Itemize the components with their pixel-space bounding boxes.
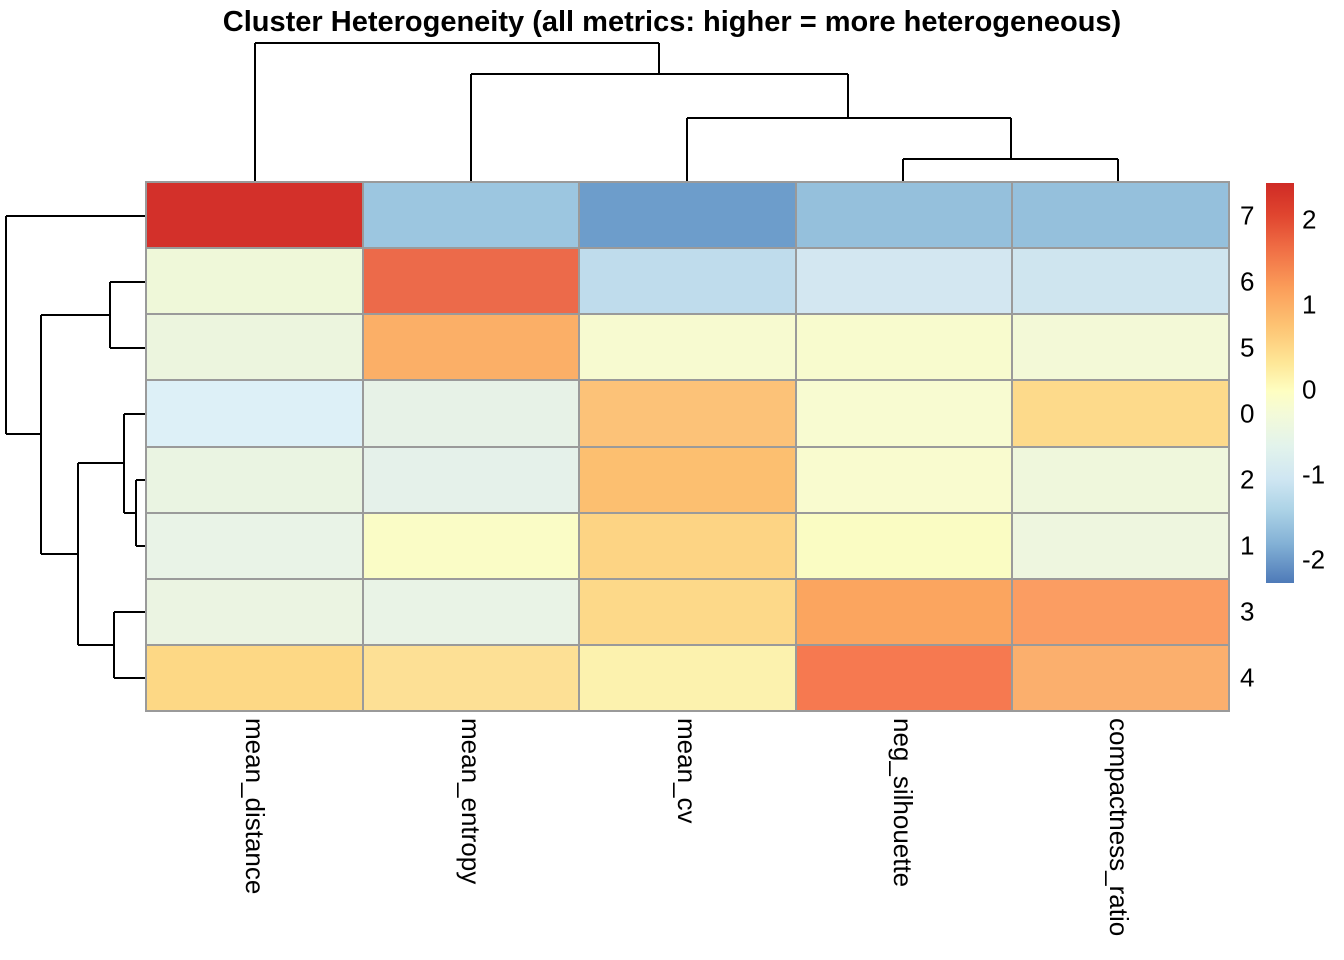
- row-label-2: 2: [1240, 464, 1255, 495]
- heatmap-cell-4-compactness_ratio: [1013, 645, 1228, 710]
- row-label-7: 7: [1240, 200, 1255, 231]
- column-dendrogram: [254, 42, 1119, 183]
- heatmap-cell-4-mean_cv: [580, 645, 795, 710]
- heatmap-cell-2-compactness_ratio: [1013, 447, 1228, 512]
- heatmap-cell-5-mean_distance: [147, 315, 362, 380]
- heatmap-cell-2-neg_silhouette: [796, 447, 1012, 512]
- heatmap-cell-1-mean_cv: [580, 513, 795, 578]
- heatmap-cell-7-mean_distance: [147, 183, 362, 248]
- heatmap-cell-3-neg_silhouette: [796, 579, 1012, 644]
- heatmap-cell-1-compactness_ratio: [1013, 513, 1228, 578]
- heatmap-cell-2-mean_distance: [147, 447, 362, 512]
- heatmap-cell-5-mean_cv: [580, 315, 795, 380]
- heatmap-cell-5-mean_entropy: [363, 315, 579, 380]
- heatmap-cell-3-mean_entropy: [363, 579, 579, 644]
- heatmap-grid: [145, 181, 1230, 712]
- heatmap-cell-7-mean_entropy: [363, 183, 579, 248]
- heatmap-cell-0-mean_entropy: [363, 381, 579, 446]
- legend-tick--2: -2: [1302, 544, 1326, 575]
- legend-tick-2: 2: [1302, 204, 1317, 235]
- col-label-compactness_ratio: compactness_ratio: [1104, 718, 1134, 937]
- heatmap-cell-3-compactness_ratio: [1013, 579, 1228, 644]
- color-legend-bar: [1266, 183, 1294, 583]
- heatmap-cell-0-neg_silhouette: [796, 381, 1012, 446]
- heatmap-cell-4-mean_entropy: [363, 645, 579, 710]
- heatmap-cell-6-compactness_ratio: [1013, 249, 1228, 314]
- heatmap-cell-0-compactness_ratio: [1013, 381, 1228, 446]
- heatmap-cell-6-neg_silhouette: [796, 249, 1012, 314]
- row-dendrogram: [5, 215, 147, 679]
- chart-title: Cluster Heterogeneity (all metrics: high…: [222, 6, 1122, 38]
- col-label-neg_silhouette: neg_silhouette: [888, 718, 918, 888]
- heatmap-cell-2-mean_cv: [580, 447, 795, 512]
- row-label-0: 0: [1240, 398, 1255, 429]
- heatmap-cell-0-mean_distance: [147, 381, 362, 446]
- heatmap-cell-5-neg_silhouette: [796, 315, 1012, 380]
- heatmap-cell-5-compactness_ratio: [1013, 315, 1228, 380]
- heatmap-cell-7-compactness_ratio: [1013, 183, 1228, 248]
- heatmap-cell-6-mean_entropy: [363, 249, 579, 314]
- heatmap-cell-1-neg_silhouette: [796, 513, 1012, 578]
- heatmap-cell-6-mean_cv: [580, 249, 795, 314]
- heatmap-cell-1-mean_distance: [147, 513, 362, 578]
- legend-tick-0: 0: [1302, 374, 1317, 405]
- heatmap-cell-7-neg_silhouette: [796, 183, 1012, 248]
- heatmap-cell-1-mean_entropy: [363, 513, 579, 578]
- row-label-3: 3: [1240, 596, 1255, 627]
- heatmap-cell-3-mean_cv: [580, 579, 795, 644]
- heatmap-cell-4-neg_silhouette: [796, 645, 1012, 710]
- col-label-mean_cv: mean_cv: [672, 718, 702, 824]
- col-label-mean_entropy: mean_entropy: [456, 718, 486, 885]
- row-label-5: 5: [1240, 332, 1255, 363]
- heatmap-cell-0-mean_cv: [580, 381, 795, 446]
- row-label-6: 6: [1240, 266, 1255, 297]
- row-label-4: 4: [1240, 662, 1255, 693]
- legend-tick--1: -1: [1302, 459, 1326, 490]
- heatmap-cell-2-mean_entropy: [363, 447, 579, 512]
- col-label-mean_distance: mean_distance: [240, 718, 270, 895]
- heatmap-cell-6-mean_distance: [147, 249, 362, 314]
- heatmap-cell-7-mean_cv: [580, 183, 795, 248]
- row-label-1: 1: [1240, 530, 1255, 561]
- heatmap-cell-3-mean_distance: [147, 579, 362, 644]
- heatmap-cell-4-mean_distance: [147, 645, 362, 710]
- legend-tick-1: 1: [1302, 289, 1317, 320]
